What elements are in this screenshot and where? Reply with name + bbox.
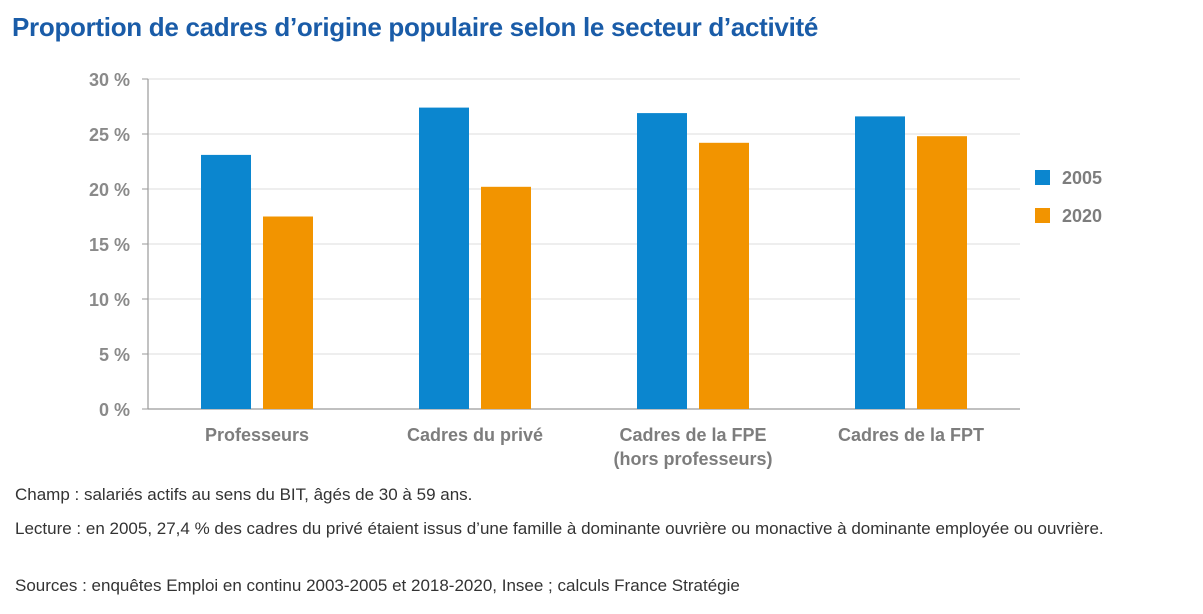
y-tick-label: 20 % xyxy=(89,180,130,200)
x-category-label: Professeurs xyxy=(205,425,309,445)
bar-2020 xyxy=(917,136,967,409)
y-tick-label: 30 % xyxy=(89,70,130,90)
bar-2005 xyxy=(201,154,251,409)
bars xyxy=(201,107,967,410)
y-tick-label: 0 % xyxy=(99,400,130,420)
note-lecture: Lecture : en 2005, 27,4 % des cadres du … xyxy=(15,519,1104,538)
legend-label-2020: 2020 xyxy=(1062,206,1102,226)
bar-chart: 0 % 5 % 10 % 15 % 20 % 25 % 30 % Professeurs Ca… xyxy=(89,70,1102,469)
y-axis-tick-labels: 0 % 5 % 10 % 15 % 20 % 25 % 30 % xyxy=(89,70,130,420)
legend-swatch-2020 xyxy=(1035,208,1050,223)
y-tick-label: 5 % xyxy=(99,345,130,365)
chart-title: Proportion de cadres d’origine populaire… xyxy=(12,12,819,42)
y-tick-label: 25 % xyxy=(89,125,130,145)
legend-swatch-2005 xyxy=(1035,170,1050,185)
bar-2020 xyxy=(263,216,313,409)
x-category-label: Cadres de la FPT xyxy=(838,425,984,445)
bar-2005 xyxy=(419,107,469,409)
x-category-label: Cadres de la FPE xyxy=(619,425,766,445)
note-sources: Sources : enquêtes Emploi en continu 200… xyxy=(15,576,740,595)
bar-2020 xyxy=(481,186,531,409)
legend: 2005 2020 xyxy=(1035,168,1102,226)
y-tick-label: 10 % xyxy=(89,290,130,310)
bar-2005 xyxy=(855,116,905,410)
x-category-label: (hors professeurs) xyxy=(613,449,772,469)
bar-2020 xyxy=(699,142,749,410)
x-axis-category-labels: Professeurs Cadres du privé Cadres de la F… xyxy=(205,425,984,469)
x-category-label: Cadres du privé xyxy=(407,425,543,445)
legend-label-2005: 2005 xyxy=(1062,168,1102,188)
y-tick-label: 15 % xyxy=(89,235,130,255)
bar-2005 xyxy=(637,113,687,409)
note-champ: Champ : salariés actifs au sens du BIT, … xyxy=(15,485,473,504)
